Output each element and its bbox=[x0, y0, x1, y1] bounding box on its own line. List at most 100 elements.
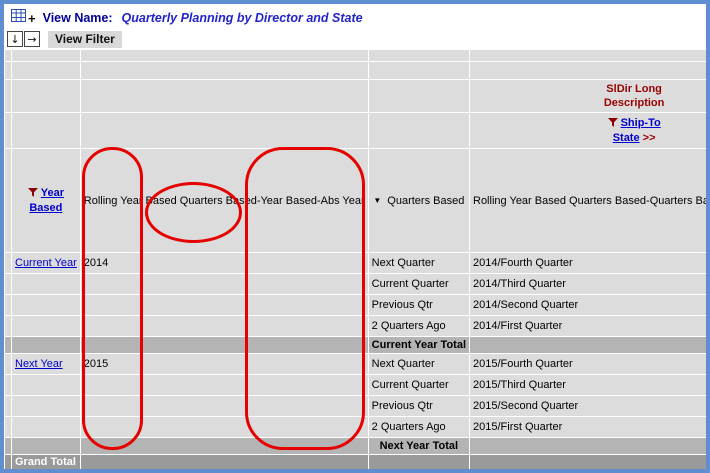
abs-year-cell: 2014 bbox=[79, 252, 369, 274]
abs-quarter-cell: 2015/Third Quarter bbox=[468, 374, 706, 396]
abs-year-cell bbox=[79, 374, 369, 396]
abs-quarter-cell: 2014/Second Quarter bbox=[468, 294, 706, 316]
quarter-member-cell: Previous Qtr bbox=[367, 294, 471, 316]
year-member-cell: Current Year bbox=[11, 252, 81, 274]
grid-data-row: Next Year 2015 Next Quarter 2015/Fourth Qua… bbox=[4, 353, 706, 375]
abs-year-cell bbox=[79, 273, 369, 295]
abs-quarter-cell: 2014/First Quarter bbox=[468, 315, 706, 337]
row-handle bbox=[4, 112, 12, 149]
abs-year-cell bbox=[79, 454, 369, 469]
quarter-member-cell: 2 Quarters Ago bbox=[367, 315, 471, 337]
sldir-description-row: SlDir Long Description Helen Briggs bbox=[4, 79, 706, 113]
year-member-link[interactable]: Current Year bbox=[15, 257, 77, 269]
abs-year-cell bbox=[79, 315, 369, 337]
quarter-member-cell: Current Quarter bbox=[367, 273, 471, 295]
expand-plus-icon[interactable]: + bbox=[28, 10, 36, 26]
row-handle bbox=[4, 336, 12, 354]
total-label-cell: Current Year Total bbox=[367, 336, 471, 354]
title-bar: + View Name: Quarterly Planning by Direc… bbox=[4, 4, 706, 28]
row-handle bbox=[4, 353, 12, 375]
move-right-arrow-button[interactable]: → bbox=[24, 31, 40, 47]
grid-body: Current Year 2014 Next Quarter 2014/Fourth … bbox=[4, 252, 706, 469]
row-handle bbox=[4, 315, 12, 337]
sort-descending-icon[interactable]: ▼ bbox=[373, 195, 382, 205]
quarters-based-header-cell[interactable]: ▼ Quarters Based bbox=[367, 148, 471, 253]
abs-year-cell: 2015 bbox=[79, 353, 369, 375]
row-handle bbox=[4, 79, 12, 113]
quarter-member-cell: Previous Qtr bbox=[367, 395, 471, 417]
abs-quarter-cell: 2015/Second Quarter bbox=[468, 395, 706, 417]
quarter-member-cell: Next Quarter bbox=[367, 353, 471, 375]
ship-to-state-header-cell: Ship-To State >> bbox=[468, 112, 706, 149]
grid-container: Sales Dir >> 231 SlDir Long Description bbox=[4, 49, 706, 469]
abs-quarter-cell: 2015/Fourth Quarter bbox=[468, 353, 706, 375]
abs-quarter-cell: 2014/Third Quarter bbox=[468, 273, 706, 295]
row-handle bbox=[4, 49, 12, 62]
grid-data-row: Current Year 2014 Next Quarter 2014/Fourth … bbox=[4, 252, 706, 274]
move-down-arrow-button[interactable]: ↓ bbox=[7, 31, 23, 47]
row-handle bbox=[4, 454, 12, 469]
abs-year-cell bbox=[79, 336, 369, 354]
quarter-member-cell bbox=[367, 454, 471, 469]
total-row: Next Year Total5,954,5575,406,275$1,632,… bbox=[4, 437, 706, 455]
abs-quarter-cell bbox=[468, 336, 706, 354]
row-handle bbox=[4, 273, 12, 295]
abs-quarters-header-cell[interactable]: Rolling Year Based Quarters Based-Quarte… bbox=[468, 148, 706, 253]
row-handle bbox=[4, 395, 12, 417]
sales-dir-row: Sales Dir >> 231 bbox=[4, 61, 706, 80]
year-member-cell bbox=[11, 437, 81, 455]
year-member-cell bbox=[11, 273, 81, 295]
abs-year-cell bbox=[79, 395, 369, 417]
total-row: Current Year Total4,710,5464,577,416$1,7… bbox=[4, 336, 706, 354]
row-handle bbox=[4, 294, 12, 316]
abs-year-header-cell[interactable]: Rolling Year Based Quarters Based-Year B… bbox=[79, 148, 369, 253]
sldir-description-label: SlDir Long Description bbox=[603, 82, 665, 109]
year-member-cell bbox=[11, 374, 81, 396]
filter-funnel-icon bbox=[27, 188, 38, 198]
year-member-cell bbox=[11, 395, 81, 417]
abs-year-cell bbox=[79, 294, 369, 316]
row-handle bbox=[4, 148, 12, 253]
view-filter-bar: ↓ → View Filter bbox=[4, 28, 706, 48]
view-name-label: View Name: bbox=[42, 11, 113, 25]
year-based-link[interactable]: Year Based bbox=[29, 187, 65, 214]
sales-dir-header-cell: Sales Dir >> bbox=[468, 61, 706, 80]
year-based-header-cell: Year Based bbox=[11, 148, 81, 253]
year-member-link[interactable]: Next Year bbox=[15, 358, 63, 370]
row-handle bbox=[4, 61, 12, 80]
ship-to-state-link[interactable]: Ship-To State bbox=[612, 117, 661, 144]
year-member-cell bbox=[11, 315, 81, 337]
year-member-cell bbox=[11, 294, 81, 316]
row-handle bbox=[4, 437, 12, 455]
view-filter-button[interactable]: View Filter bbox=[48, 30, 122, 48]
row-handle bbox=[4, 416, 12, 438]
quarter-member-cell: Next Quarter bbox=[367, 252, 471, 274]
abs-quarter-cell bbox=[468, 454, 706, 469]
abs-quarter-cell: 2015/First Quarter bbox=[468, 416, 706, 438]
year-member-cell: Next Year bbox=[11, 353, 81, 375]
abs-year-cell bbox=[79, 437, 369, 455]
quarter-member-cell: 2 Quarters Ago bbox=[367, 416, 471, 438]
year-member-cell: Grand Total bbox=[11, 454, 81, 469]
filter-funnel-icon bbox=[607, 118, 618, 128]
row-handle bbox=[4, 252, 12, 274]
ship-to-state-drill-arrows[interactable]: >> bbox=[642, 131, 656, 144]
abs-year-cell bbox=[79, 416, 369, 438]
abs-quarter-cell bbox=[468, 437, 706, 455]
quarter-member-cell: Current Quarter bbox=[367, 374, 471, 396]
grand-row: Grand Total10,665,1039,983,691$3,429,258… bbox=[4, 454, 706, 469]
empty-header-row bbox=[4, 49, 706, 62]
view-name-value: Quarterly Planning by Director and State bbox=[121, 11, 363, 25]
total-label-cell: Next Year Total bbox=[367, 437, 471, 455]
row-handle bbox=[4, 374, 12, 396]
grid-header: Sales Dir >> 231 SlDir Long Description bbox=[4, 49, 706, 253]
abs-quarter-cell: 2014/Fourth Quarter bbox=[468, 252, 706, 274]
ship-to-state-row: Ship-To State >> AB AZ bbox=[4, 112, 706, 149]
year-member-cell bbox=[11, 336, 81, 354]
